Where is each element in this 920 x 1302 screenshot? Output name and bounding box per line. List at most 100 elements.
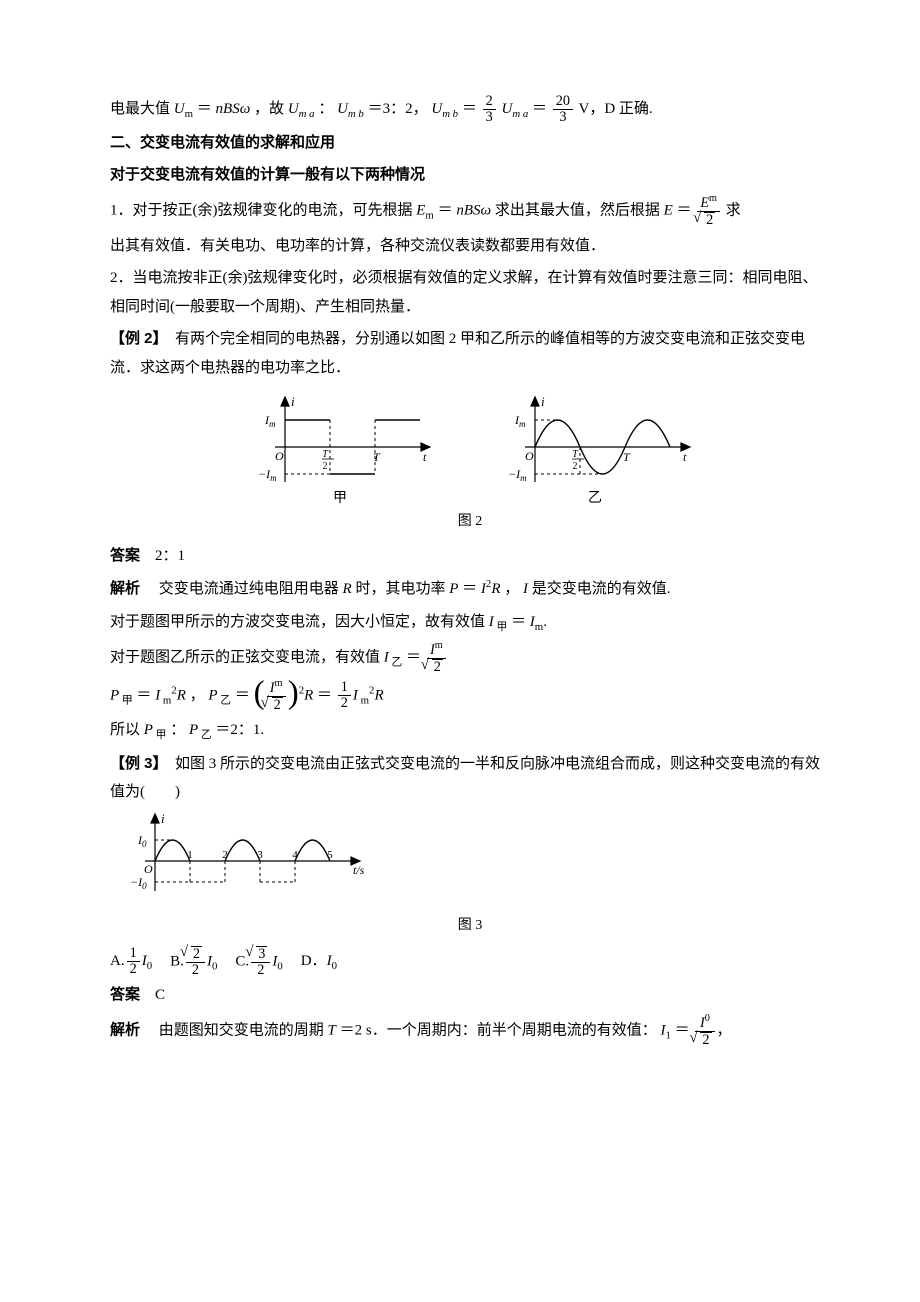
sub: 1 bbox=[665, 1029, 670, 1041]
xtick-1: 1 bbox=[187, 849, 193, 861]
figure-3-svg: i I0 O −I0 1 2 3 4 5 t/s bbox=[110, 811, 370, 911]
denominator: 2 bbox=[338, 695, 351, 711]
text: ＝ bbox=[438, 202, 453, 218]
answer-label: 答案 bbox=[110, 986, 140, 1003]
text: ： bbox=[318, 101, 333, 117]
numerator: 1 bbox=[338, 680, 351, 695]
sub: m a bbox=[512, 108, 528, 120]
text: ＝ bbox=[462, 581, 477, 597]
figure-3: i I0 O −I0 1 2 3 4 5 t/s bbox=[110, 811, 830, 911]
sub: m bbox=[185, 108, 193, 120]
answer-3: 答案 C bbox=[110, 981, 830, 1010]
var: U bbox=[431, 101, 442, 117]
text: 1．对于按正(余)弦规律变化的电流，可先根据 bbox=[110, 202, 416, 218]
origin: O bbox=[144, 862, 153, 876]
var: P bbox=[449, 581, 458, 597]
sub: m b bbox=[442, 108, 458, 120]
text: ＝ bbox=[462, 101, 477, 117]
analysis-2-line2: 对于题图甲所示的方波交变电流，因大小恒定，故有效值 I 甲 ＝ Im. bbox=[110, 608, 830, 638]
sub: 甲 bbox=[494, 621, 508, 633]
numerator: 20 bbox=[553, 94, 573, 109]
fraction: I0 2 bbox=[695, 1014, 714, 1048]
text: ＝2：1. bbox=[215, 722, 264, 738]
figure-2-left: i Im O −Im T 2 T t 甲 bbox=[245, 392, 435, 507]
sub: 甲 bbox=[119, 694, 133, 706]
text: ＝ bbox=[532, 101, 547, 117]
tick-T2d: 2 bbox=[323, 461, 328, 472]
text: ＝ bbox=[677, 202, 692, 218]
analysis-2-line4: P 甲 ＝ I m2R ， P 乙 ＝ ( Im 2 ) 2R ＝ 1 2 I … bbox=[110, 679, 830, 713]
paragraph-2: 2．当电流按非正(余)弦规律变化时，必须根据有效值的定义求解，在计算有效值时要注… bbox=[110, 264, 830, 321]
figure-2-caption: 图 2 bbox=[110, 509, 830, 536]
example-text: 如图 3 所示的交变电流由正弦式交变电流的一半和反向脉冲电流组合而成，则这种交变… bbox=[110, 756, 820, 801]
var: P bbox=[189, 722, 198, 738]
text: ： bbox=[170, 722, 185, 738]
var: I bbox=[523, 581, 528, 597]
axis-t: t/s bbox=[353, 863, 365, 877]
text: ， bbox=[190, 687, 205, 703]
tick-negIm: −Im bbox=[508, 467, 527, 483]
text: ＝ bbox=[406, 649, 421, 665]
numerator: 2 bbox=[483, 94, 496, 109]
origin: O bbox=[275, 449, 284, 463]
numerator: I0 bbox=[695, 1014, 714, 1031]
fraction: Im 2 bbox=[427, 641, 446, 675]
sub: 乙 bbox=[198, 729, 212, 741]
axis-t: t bbox=[683, 450, 687, 464]
expr: nBSω bbox=[456, 202, 491, 218]
denominator: 2 bbox=[695, 1031, 714, 1048]
figure-2: i Im O −Im T 2 T t 甲 i Im O −Im T 2 T t bbox=[110, 392, 830, 507]
var: R bbox=[343, 581, 352, 597]
paragraph-1: 1．对于按正(余)弦规律变化的电流，可先根据 Em ＝ nBSω 求出其最大值，… bbox=[110, 194, 830, 228]
xtick-2: 2 bbox=[222, 849, 228, 861]
denominator: 3 bbox=[483, 109, 496, 125]
text: ＝ bbox=[235, 687, 250, 703]
option-d: D．I0 bbox=[301, 947, 337, 977]
numerator: Em bbox=[697, 194, 720, 211]
bracket-fraction: ( Im 2 ) bbox=[254, 679, 299, 713]
analysis-label: 解析 bbox=[110, 580, 140, 597]
text: 由题图知交变电流的周期 bbox=[144, 1022, 328, 1038]
text: 对于题图甲所示的方波交变电流，因大小恒定，故有效值 bbox=[110, 614, 489, 630]
example-label: 【例 2】 bbox=[110, 330, 160, 347]
answer-text: C bbox=[140, 987, 165, 1003]
analysis-2-line5: 所以 P 甲 ： P 乙 ＝2：1. bbox=[110, 716, 830, 746]
axis-i-label: i bbox=[291, 394, 295, 409]
text: ＝2 s．一个周期内：前半个周期电流的有效值： bbox=[340, 1022, 657, 1038]
sub: 甲 bbox=[153, 729, 167, 741]
fraction: 2 3 bbox=[483, 94, 496, 125]
text: 求出其最大值，然后根据 bbox=[495, 202, 664, 218]
sub: 乙 bbox=[389, 656, 403, 668]
analysis-2-line1: 解析 交变电流通过纯电阻用电器 R 时，其电功率 P ＝ I2R ， I 是交变… bbox=[110, 574, 830, 604]
analysis-label: 解析 bbox=[110, 1021, 140, 1038]
origin: O bbox=[525, 449, 534, 463]
paragraph-1b: 出其有效值．有关电功、电功率的计算，各种交流仪表读数都要用有效值． bbox=[110, 232, 830, 261]
continuation-line: 电最大值 Um ＝ nBSω ，故 Um a ： Um b ＝3：2， Um b… bbox=[110, 94, 830, 125]
text: ， bbox=[504, 581, 519, 597]
answer-label: 答案 bbox=[110, 547, 140, 564]
answer-text: 2：1 bbox=[140, 548, 185, 564]
var: U bbox=[337, 101, 348, 117]
denominator: 2 bbox=[427, 658, 446, 675]
sub: m bbox=[160, 694, 171, 706]
answer-2: 答案 2：1 bbox=[110, 542, 830, 571]
text: ＝ bbox=[511, 614, 526, 630]
text: ＝ bbox=[136, 687, 151, 703]
text: 对于题图乙所示的正弦交变电流，有效值 bbox=[110, 649, 384, 665]
sub: m bbox=[358, 694, 369, 706]
text: ＝ bbox=[675, 1022, 690, 1038]
var: P bbox=[208, 687, 217, 703]
text: 时，其电功率 bbox=[355, 581, 449, 597]
sub: m bbox=[535, 621, 543, 633]
sub: m bbox=[425, 209, 433, 221]
text: V，D 正确. bbox=[578, 101, 652, 117]
var: T bbox=[328, 1022, 336, 1038]
option-b: B.22I0 bbox=[170, 946, 217, 978]
section-subheading: 对于交变电流有效值的计算一般有以下两种情况 bbox=[110, 161, 830, 190]
subfig-caption-left: 甲 bbox=[333, 491, 347, 506]
var: R bbox=[304, 687, 313, 703]
figure-3-caption: 图 3 bbox=[110, 913, 830, 940]
analysis-3: 解析 由题图知交变电流的周期 T ＝2 s．一个周期内：前半个周期电流的有效值：… bbox=[110, 1014, 830, 1048]
var: U bbox=[501, 101, 512, 117]
analysis-2-line3: 对于题图乙所示的正弦交变电流，有效值 I 乙 ＝ Im 2 bbox=[110, 641, 830, 675]
